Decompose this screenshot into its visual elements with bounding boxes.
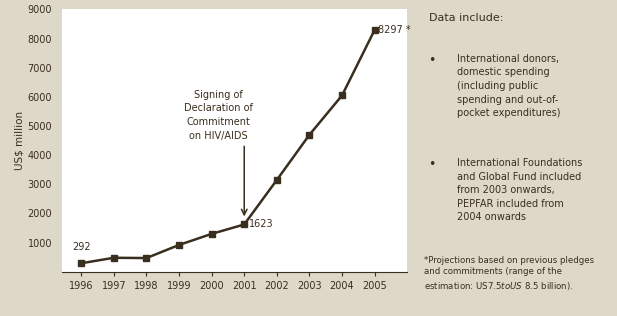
Text: 1623: 1623: [249, 220, 274, 229]
Text: International donors,
domestic spending
(including public
spending and out-of-
p: International donors, domestic spending …: [457, 54, 560, 118]
Text: Signing of
Declaration of
Commitment
on HIV/AIDS: Signing of Declaration of Commitment on …: [184, 90, 252, 141]
Text: 292: 292: [72, 242, 91, 252]
Text: •: •: [428, 158, 436, 171]
Y-axis label: US$ million: US$ million: [15, 111, 25, 170]
Text: *Projections based on previous pledges
and commitments (range of the
estimation:: *Projections based on previous pledges a…: [424, 256, 595, 292]
Text: 8297 *: 8297 *: [378, 25, 410, 35]
Text: •: •: [428, 54, 436, 67]
Text: Data include:: Data include:: [428, 13, 503, 23]
Text: International Foundations
and Global Fund included
from 2003 onwards,
PEPFAR inc: International Foundations and Global Fun…: [457, 158, 582, 222]
